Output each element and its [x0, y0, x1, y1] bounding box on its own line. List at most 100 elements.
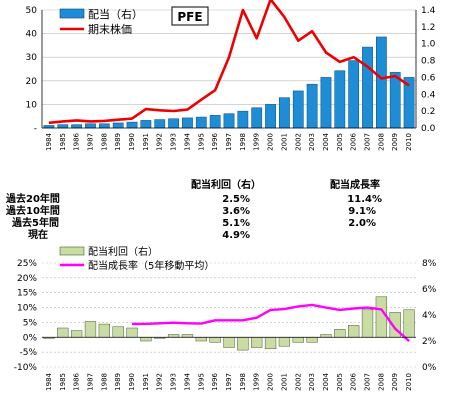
y-left-tick: 20 — [26, 77, 38, 87]
x-tick-label: 1999 — [253, 373, 261, 391]
x-tick-label: 1999 — [253, 133, 261, 151]
top-right-tick-labels: 0.0 0.2 0.4 0.6 0.8 1.0 1.2 1.4 — [421, 6, 436, 134]
y-left-tick: 5% — [23, 318, 38, 328]
x-tick-label: 2007 — [364, 133, 372, 151]
dividend-bar — [292, 90, 304, 129]
dividend-bar — [195, 116, 207, 129]
x-tick-label: 1986 — [73, 372, 81, 390]
y-left-tick: 20% — [17, 274, 37, 284]
x-tick-label: 1984 — [45, 132, 53, 150]
x-tick-label: 1996 — [211, 132, 219, 150]
legend-dividend-label: 配当（右） — [88, 7, 143, 21]
y-right-tick: 0% — [422, 363, 437, 373]
table-row-growth: 11.4% — [347, 194, 382, 205]
legend-yield-swatch — [59, 246, 85, 256]
dividend-bar — [57, 124, 69, 129]
dividend-bar — [98, 123, 110, 129]
y-left-tick: 10 — [26, 100, 38, 110]
legend-yield-label: 配当利回（右） — [88, 245, 158, 258]
yield-bar — [278, 337, 291, 347]
dividend-bar — [265, 104, 276, 129]
x-tick-label: 1994 — [183, 372, 191, 390]
x-tick-label: 1986 — [73, 132, 81, 150]
yield-bar — [112, 326, 124, 338]
y-right-tick: 1.4 — [421, 6, 436, 16]
y-left-tick: -5% — [19, 348, 37, 358]
dividend-bar — [320, 77, 332, 129]
x-tick-label: 2004 — [322, 372, 330, 390]
dividend-bar — [348, 60, 360, 129]
x-tick-label: 2005 — [336, 373, 344, 391]
dividend-bar — [140, 120, 152, 129]
yield-bar — [209, 337, 221, 343]
y-right-tick: 1.2 — [421, 23, 435, 33]
dividend-bar — [375, 36, 387, 129]
x-tick-label: 1998 — [239, 133, 247, 151]
bottom-yield-bars — [43, 296, 415, 351]
table-header-growth: 配当成長率 — [330, 178, 380, 191]
x-tick-label: 2000 — [267, 373, 275, 391]
yield-bar — [70, 330, 83, 338]
x-tick-label: 1993 — [170, 373, 178, 391]
table-row-label: 過去10年間 — [5, 204, 60, 217]
y-right-tick: 0.2 — [421, 107, 435, 117]
top-dividend-bars — [43, 36, 415, 129]
x-tick-label: 2010 — [405, 373, 413, 391]
y-right-tick: 0.4 — [421, 90, 436, 100]
y-right-tick: 0.8 — [421, 57, 436, 67]
x-tick-label: 1985 — [59, 133, 67, 151]
dividend-bar — [182, 117, 193, 129]
x-tick-label: 2002 — [294, 373, 302, 391]
y-right-tick: 4% — [422, 311, 437, 321]
x-tick-label: 2008 — [377, 373, 385, 391]
y-right-tick: 0.6 — [421, 73, 436, 83]
x-tick-label: 1994 — [183, 132, 191, 150]
bottom-left-tick-labels: -10% -5% 0% 5% 10% 15% 20% 25% — [14, 259, 38, 373]
x-tick-label: 1997 — [225, 373, 233, 391]
yield-bar — [84, 321, 97, 338]
yield-bar — [361, 309, 374, 338]
legend-dividend-swatch — [59, 8, 85, 19]
yield-bar — [348, 325, 360, 338]
y-left-tick: 0% — [23, 333, 38, 343]
yield-bar — [264, 337, 277, 350]
dividend-bar — [279, 97, 290, 129]
yield-bar — [98, 323, 110, 338]
dividend-bar — [112, 122, 124, 129]
table-row-label: 過去20年間 — [5, 192, 60, 205]
top-x-tick-labels: 1984 1985 1986 1987 1988 1989 1990 1991 1992 1993… — [45, 132, 413, 150]
x-tick-label: 1984 — [45, 372, 53, 390]
x-tick-label: 2003 — [308, 373, 316, 391]
x-tick-label: 1997 — [225, 133, 233, 151]
y-left-tick: 50 — [26, 6, 38, 16]
dividend-bar — [71, 124, 83, 129]
x-tick-label: 1988 — [100, 133, 108, 151]
table-row-yield: 3.6% — [222, 206, 250, 217]
price-dividend-chart: - 10 20 30 40 50 0.0 0.2 0.4 0.6 0.8 1.0 1.2 1.4 198… — [26, 0, 436, 151]
yield-bar — [167, 334, 180, 338]
y-left-tick: 25% — [17, 259, 37, 269]
x-tick-label: 2009 — [391, 373, 399, 391]
table-row-growth: 9.1% — [348, 206, 376, 217]
dividend-bar — [168, 118, 179, 129]
bottom-gridlines — [42, 262, 416, 368]
bottom-right-tick-labels: 0% 2% 4% 6% 8% — [422, 259, 437, 373]
yield-bar — [292, 337, 304, 343]
legend-growth-label: 配当成長率（5年移動平均） — [88, 259, 214, 272]
y-left-tick: 40 — [26, 30, 38, 40]
x-tick-label: 1998 — [239, 373, 247, 391]
y-right-tick: 6% — [422, 285, 437, 295]
y-left-tick: 30 — [26, 53, 38, 63]
yield-bar — [237, 337, 249, 351]
x-tick-label: 1990 — [128, 133, 136, 151]
table-row-yield: 4.9% — [222, 230, 250, 241]
x-tick-label: 2010 — [405, 133, 413, 151]
y-right-tick: 8% — [422, 259, 437, 269]
x-tick-label: 1985 — [59, 373, 67, 391]
x-tick-label: 1988 — [100, 373, 108, 391]
x-tick-label: 1990 — [128, 373, 136, 391]
x-tick-label: 1992 — [156, 133, 164, 151]
y-left-tick: -10% — [14, 363, 38, 373]
dividend-bar — [154, 119, 166, 129]
x-tick-label: 1995 — [197, 373, 205, 391]
